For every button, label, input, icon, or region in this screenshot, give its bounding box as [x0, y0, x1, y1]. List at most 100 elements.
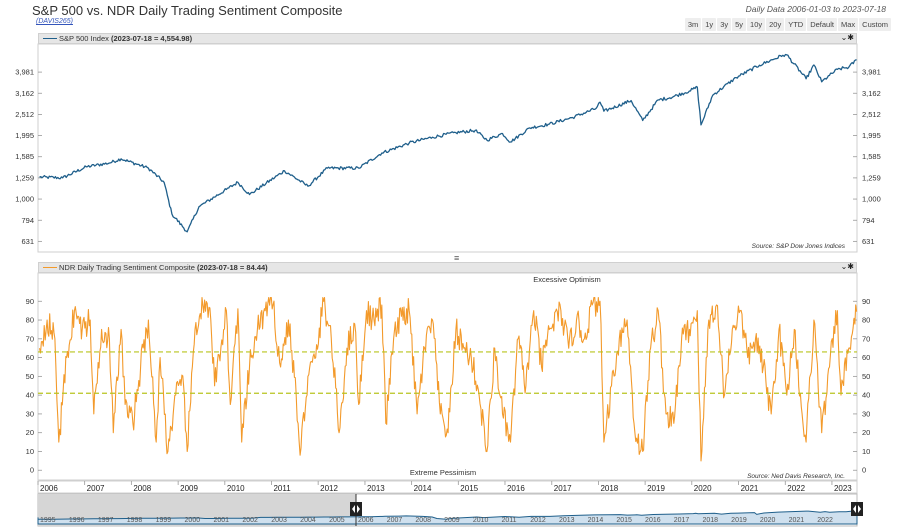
- sentiment-source-note: Source: Ned Davis Research, Inc.: [747, 473, 845, 480]
- x-tick-label: 2020: [694, 484, 712, 493]
- navigator-year-label: 2010: [473, 517, 489, 524]
- navigator-year-label: 2015: [616, 517, 632, 524]
- sentiment-y-axis-right: 0 10 20 30 40 50 60 70 80 90: [853, 297, 870, 475]
- sentiment-tick-label-left: 80: [26, 316, 34, 325]
- sentiment-tick-label-right: 30: [862, 409, 870, 418]
- x-tick-label: 2007: [87, 484, 105, 493]
- sentiment-tick-label-right: 0: [862, 466, 866, 475]
- spx-legend-swatch: [43, 38, 57, 39]
- navigator-year-label: 2020: [760, 517, 776, 524]
- spx-tick-label-left: 1,585: [15, 152, 34, 161]
- sentiment-tick-label-right: 20: [862, 428, 870, 437]
- navigator-series-area: [37, 510, 858, 525]
- navigator-year-label: 2000: [185, 517, 201, 524]
- navigator-year-label: 2011: [502, 517, 517, 524]
- navigator-years-left: 1995 1996 1997 1998 1999 2000 2001 2002 2003 2004…: [40, 517, 345, 524]
- spx-legend: S&P 500 Index (2023-07-18 = 4,554.98): [59, 34, 192, 44]
- navigator-right-handle-body[interactable]: [851, 502, 863, 516]
- spx-series-line: [39, 53, 857, 233]
- x-tick-label: 2016: [507, 484, 525, 493]
- navigator-right-handle[interactable]: [851, 502, 863, 516]
- x-tick-label: 2019: [647, 484, 665, 493]
- x-tick-label: 2021: [741, 484, 759, 493]
- spx-legend-name: S&P 500 Index: [59, 34, 109, 43]
- sentiment-tick-label-left: 70: [26, 334, 34, 343]
- spx-tick-label-right: 1,995: [862, 131, 881, 140]
- spx-tick-label-left: 2,512: [15, 110, 34, 119]
- spx-panel: 631 794 1,000 1,259 1,585 1,995 2,512 3,162 3,98…: [15, 43, 881, 253]
- sentiment-plot-frame: [37, 272, 858, 481]
- extreme-pessimism-label: Extreme Pessimism: [410, 468, 476, 477]
- navigator-year-label: 2021: [789, 517, 805, 524]
- spx-tick-label-right: 1,585: [862, 152, 881, 161]
- spx-tick-label-left: 3,981: [15, 68, 34, 77]
- chart-code-link[interactable]: (DAVIS265): [36, 18, 73, 25]
- spx-tick-label-left: 1,259: [15, 173, 34, 182]
- navigator-year-label: 2006: [358, 517, 374, 524]
- navigator-year-label: 1996: [69, 517, 85, 524]
- x-tick-label: 2008: [133, 484, 151, 493]
- spx-panel-settings-icon[interactable]: ⌄✱: [840, 33, 854, 42]
- sentiment-legend-name: NDR Daily Trading Sentiment Composite: [59, 263, 195, 272]
- navigator-left-handle[interactable]: [350, 502, 362, 516]
- x-tick-label: 2022: [787, 484, 805, 493]
- sentiment-tick-label-right: 60: [862, 353, 870, 362]
- navigator-right-handle-arrows-icon: [853, 505, 861, 513]
- panel-resize-handle-icon[interactable]: ≡: [454, 253, 460, 263]
- sentiment-panel-settings-icon[interactable]: ⌄✱: [840, 262, 854, 271]
- sentiment-tick-label-left: 90: [26, 297, 34, 306]
- range-button-custom[interactable]: Custom: [859, 18, 891, 31]
- sentiment-tick-label-right: 50: [862, 372, 870, 381]
- x-tick-label: 2014: [414, 484, 432, 493]
- sentiment-tick-label-left: 0: [30, 466, 34, 475]
- range-button-1y[interactable]: 1y: [702, 18, 717, 31]
- navigator-year-label: 2012: [530, 517, 546, 524]
- x-tick-label: 2013: [367, 484, 385, 493]
- navigator-year-label: 2004: [300, 517, 316, 524]
- chart-title: S&P 500 vs. NDR Daily Trading Sentiment …: [32, 3, 343, 18]
- x-tick-label: 2023: [834, 484, 852, 493]
- sentiment-tick-label-right: 80: [862, 316, 870, 325]
- x-tick-label: 2010: [227, 484, 245, 493]
- x-tick-label: 2011: [273, 484, 291, 493]
- x-tick-label: 2006: [40, 484, 58, 493]
- range-button-20y[interactable]: 20y: [766, 18, 785, 31]
- sentiment-tick-label-left: 50: [26, 372, 34, 381]
- sentiment-y-axis-left: 0 10 20 30 40 50 60 70 80 90: [26, 297, 42, 475]
- navigator-year-label: 1999: [156, 517, 172, 524]
- spx-tick-label-right: 1,259: [862, 173, 881, 182]
- spx-tick-label-right: 2,512: [862, 110, 881, 119]
- excessive-optimism-label: Excessive Optimism: [533, 275, 601, 284]
- navigator-left-handle-body[interactable]: [350, 502, 362, 516]
- x-axis: 2006 2007 2008 2009 2010 2011 2012 2013 2014 2015…: [37, 480, 858, 494]
- navigator-year-label: 2001: [213, 517, 229, 524]
- navigator-year-label: 2016: [645, 517, 661, 524]
- navigator-year-label: 2018: [702, 517, 718, 524]
- range-button-max[interactable]: Max: [837, 18, 859, 31]
- navigator-year-label: 2019: [731, 517, 747, 524]
- sentiment-tick-label-right: 90: [862, 297, 870, 306]
- navigator-year-label: 2022: [817, 517, 833, 524]
- spx-tick-label-left: 1,000: [15, 195, 34, 204]
- navigator-year-label: 2017: [674, 517, 690, 524]
- spx-source-note: Source: S&P Dow Jones Indices: [752, 243, 846, 250]
- range-button-ytd[interactable]: YTD: [785, 18, 807, 31]
- navigator-year-label: 2008: [415, 517, 431, 524]
- range-button-3m[interactable]: 3m: [684, 18, 702, 31]
- navigator[interactable]: 1995 1996 1997 1998 1999 2000 2001 2002 2003 2004…: [37, 493, 863, 527]
- sentiment-legend: NDR Daily Trading Sentiment Composite (2…: [59, 263, 268, 273]
- range-button-group: 3m 1y 3y 5y 10y 20y YTD Default Max Custom: [684, 18, 891, 31]
- range-button-default[interactable]: Default: [807, 18, 837, 31]
- range-button-10y[interactable]: 10y: [747, 18, 766, 31]
- x-tick-label: 2017: [554, 484, 572, 493]
- spx-tick-label-right: 794: [862, 216, 875, 225]
- spx-legend-value: (2023-07-18 = 4,554.98): [111, 34, 193, 43]
- navigator-year-label: 2002: [242, 517, 258, 524]
- range-button-3y[interactable]: 3y: [717, 18, 732, 31]
- range-button-5y[interactable]: 5y: [732, 18, 747, 31]
- sentiment-legend-swatch: [43, 267, 57, 268]
- spx-y-axis-right: 631 794 1,000 1,259 1,585 1,995 2,512 3,162 3,98…: [853, 68, 881, 246]
- spx-tick-label-left: 631: [21, 237, 34, 246]
